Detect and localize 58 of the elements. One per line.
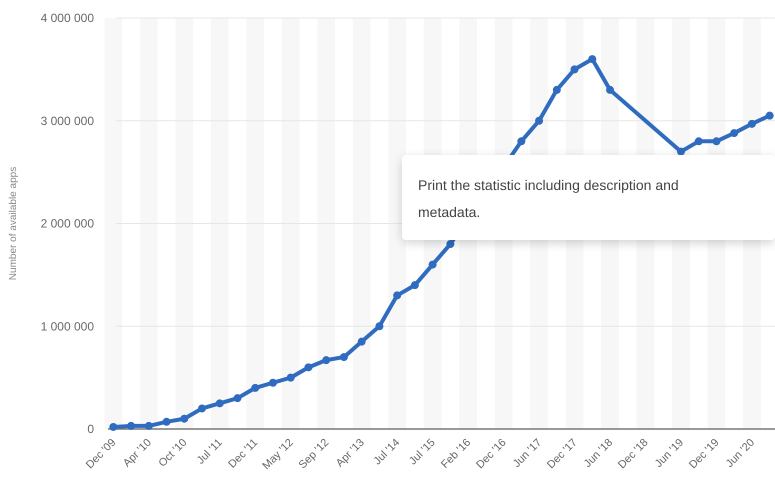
point	[358, 338, 366, 346]
x-tick-label: Apr '13	[334, 436, 367, 470]
point	[322, 356, 330, 364]
point	[233, 394, 242, 402]
point	[694, 137, 703, 146]
x-tick-label: Jun '17	[510, 436, 544, 470]
point	[198, 404, 206, 412]
point	[144, 422, 153, 430]
x-tick-label: Feb '16	[439, 436, 474, 471]
annotation: Print the statistic including description and metadata.	[418, 177, 679, 220]
x-tick-label: Dec '16	[474, 436, 509, 472]
point	[748, 120, 756, 128]
point	[216, 399, 224, 408]
point	[268, 378, 277, 387]
x-tick-label: Dec '09	[84, 436, 118, 472]
point	[304, 363, 312, 372]
point	[410, 281, 419, 290]
x-tick-label: Jul '15	[407, 436, 438, 468]
point	[730, 129, 738, 138]
point	[552, 86, 561, 94]
y-tick-label: 2 000 000	[40, 216, 94, 231]
x-tick-label: Dec '17	[545, 436, 580, 472]
x-tick-label: Apr '10	[121, 436, 154, 470]
point	[712, 137, 720, 146]
y-tick-label: 0	[87, 422, 94, 436]
y-axis-title: Number of available apps	[8, 166, 19, 280]
point	[676, 148, 685, 156]
x-tick-label: Jun '19	[652, 436, 686, 470]
point	[340, 353, 348, 362]
point	[286, 374, 295, 382]
x-tick-label: Dec '11	[226, 436, 260, 471]
point	[766, 112, 774, 120]
x-tick-label: Dec '19	[686, 436, 722, 472]
x-tick-label: Oct '10	[156, 436, 190, 470]
y-tick-label: 3 000 000	[40, 114, 94, 128]
x-tick-label: Jun '20	[724, 436, 758, 470]
point	[180, 414, 188, 423]
x-tick-label: Jul '11	[194, 436, 225, 467]
point	[375, 322, 384, 330]
x-tick-label: May '12	[260, 436, 296, 472]
point	[393, 291, 402, 300]
point	[588, 55, 596, 64]
x-tick-label: Dec '18	[616, 436, 651, 472]
point	[517, 137, 526, 146]
x-tick-label: Jun '18	[582, 436, 616, 470]
x-tick-label: Jul '14	[372, 436, 402, 468]
point	[446, 240, 454, 248]
point	[162, 418, 171, 426]
x-tick-label: Sep '12	[296, 436, 332, 472]
point	[127, 422, 136, 430]
point	[428, 260, 437, 269]
y-tick-label: 4 000 000	[40, 11, 94, 26]
y-tick-label: 1 000 000	[40, 319, 94, 334]
point	[570, 65, 579, 74]
point	[251, 384, 260, 392]
point	[109, 422, 118, 431]
point	[606, 86, 614, 94]
point	[535, 116, 544, 125]
